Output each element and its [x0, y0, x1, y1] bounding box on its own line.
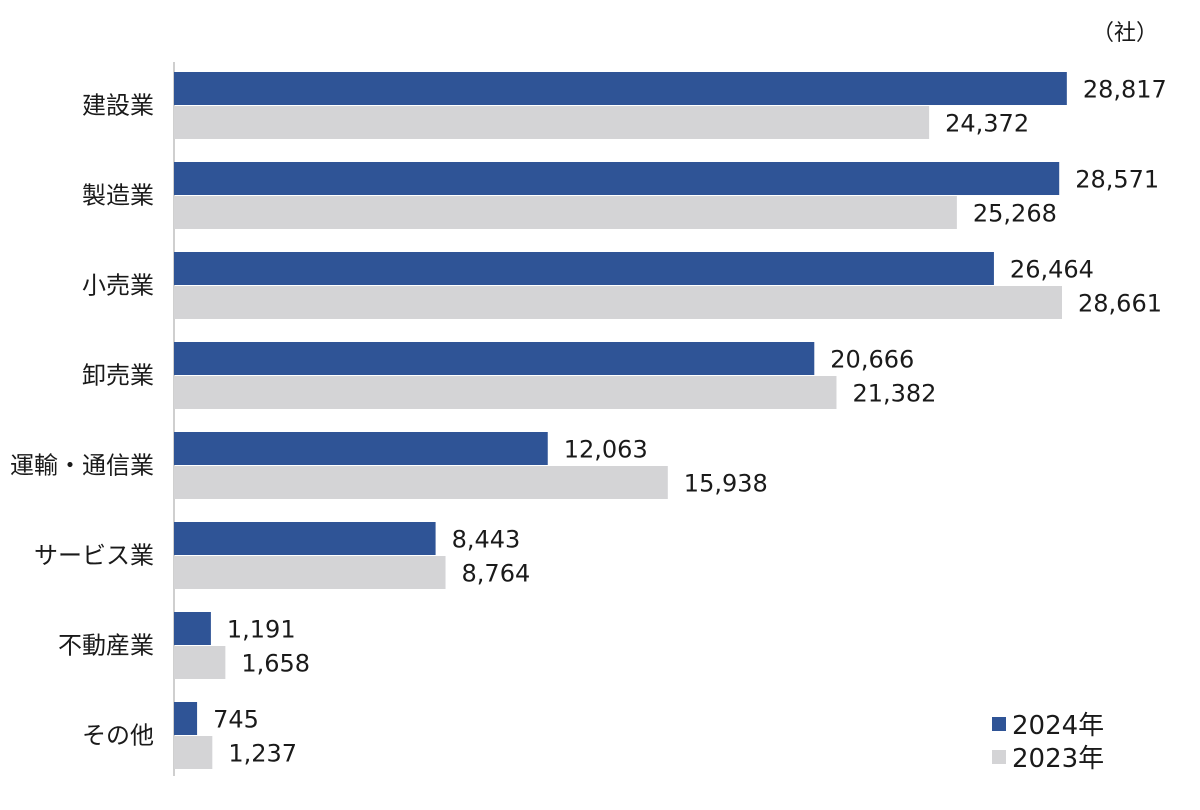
category-label: 運輸・通信業 [10, 452, 154, 480]
bars-group: 建設業 28,817 24,372 製造業 28,571 25,268 小売業 26,464 2… [10, 72, 1167, 769]
category-label: 不動産業 [58, 632, 154, 660]
bar-series-2 [174, 736, 213, 769]
legend-label: 2024年 [1012, 711, 1104, 741]
data-label: 24,372 [945, 110, 1029, 138]
category-label: 卸売業 [82, 362, 154, 390]
legend-swatch [992, 717, 1006, 731]
unit-label: （社） [1092, 21, 1158, 46]
bar-series-1 [174, 522, 436, 555]
data-label: 8,443 [452, 526, 521, 554]
bar-series-2 [174, 646, 226, 679]
bar-series-2 [174, 376, 837, 409]
bar-series-1 [174, 72, 1067, 105]
category-label: 製造業 [82, 182, 154, 210]
data-label: 20,666 [830, 346, 914, 374]
data-label: 1,191 [227, 616, 296, 644]
data-label: 745 [213, 706, 259, 734]
bar-series-1 [174, 432, 548, 465]
data-label: 1,658 [241, 650, 310, 678]
data-label: 26,464 [1010, 256, 1094, 284]
legend-label: 2023年 [1012, 744, 1104, 774]
category-label: サービス業 [34, 542, 154, 570]
data-label: 15,938 [684, 470, 768, 498]
data-label: 8,764 [462, 560, 531, 588]
bar-series-1 [174, 162, 1060, 195]
data-label: 12,063 [564, 436, 648, 464]
bar-series-2 [174, 556, 446, 589]
data-label: 21,382 [852, 380, 936, 408]
bar-series-1 [174, 252, 994, 285]
bar-series-2 [174, 466, 668, 499]
bar-series-2 [174, 286, 1062, 319]
data-label: 28,661 [1078, 290, 1162, 318]
data-label: 28,571 [1075, 166, 1159, 194]
bar-series-1 [174, 342, 815, 375]
legend-swatch [992, 750, 1006, 764]
category-label: その他 [82, 722, 154, 750]
data-label: 28,817 [1083, 76, 1167, 104]
data-label: 1,237 [228, 740, 297, 768]
category-label: 建設業 [82, 92, 154, 120]
data-label: 25,268 [973, 200, 1057, 228]
bar-series-2 [174, 106, 930, 139]
bar-series-1 [174, 702, 198, 735]
bar-series-2 [174, 196, 957, 229]
bar-series-1 [174, 612, 211, 645]
category-label: 小売業 [82, 272, 154, 300]
